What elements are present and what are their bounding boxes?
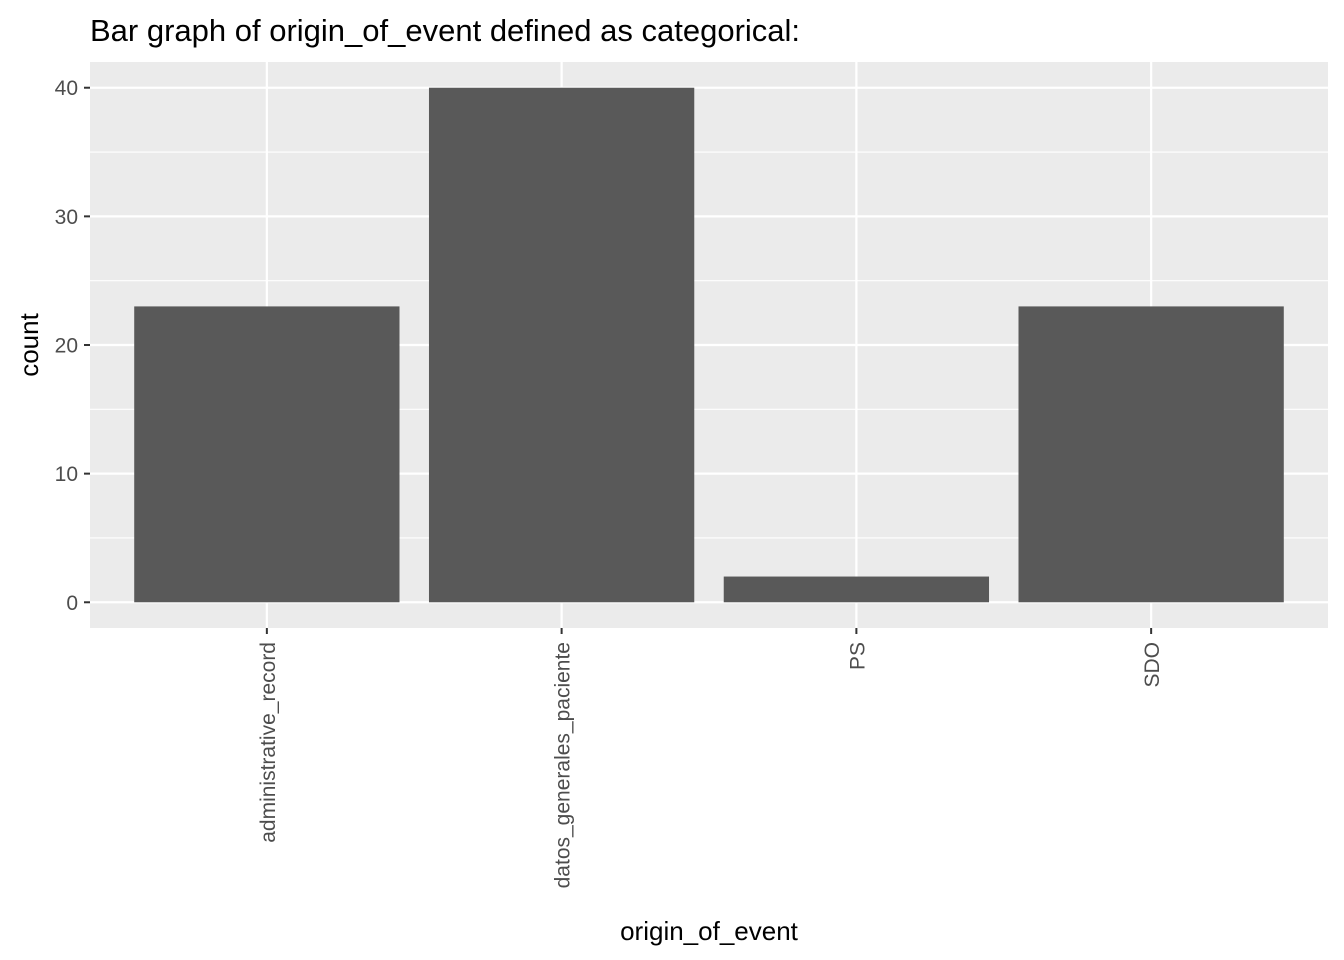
bar-SDO <box>1018 306 1284 603</box>
bar-PS <box>723 576 990 603</box>
x-axis-ticks: administrative_record datos_generales_pac… <box>257 628 1164 888</box>
y-tick-label: 0 <box>66 592 78 615</box>
y-tick-label: 40 <box>55 77 78 100</box>
y-tick-label: 30 <box>55 206 78 229</box>
bar-datos_generales_paciente <box>428 87 695 603</box>
x-axis-title: origin_of_event <box>620 916 799 946</box>
bar-administrative_record <box>134 306 400 603</box>
y-axis-title: count <box>14 312 44 376</box>
y-axis-ticks: 0 10 20 30 40 <box>55 77 90 615</box>
x-tick-label: datos_generales_paciente <box>552 642 575 888</box>
y-tick-label: 10 <box>55 463 78 486</box>
x-tick-label: administrative_record <box>257 642 280 843</box>
x-tick-label: PS <box>846 642 869 670</box>
y-tick-label: 20 <box>55 335 78 358</box>
chart-title: Bar graph of origin_of_event defined as … <box>90 13 800 48</box>
bars <box>134 87 1284 603</box>
x-tick-label: SDO <box>1141 642 1164 688</box>
